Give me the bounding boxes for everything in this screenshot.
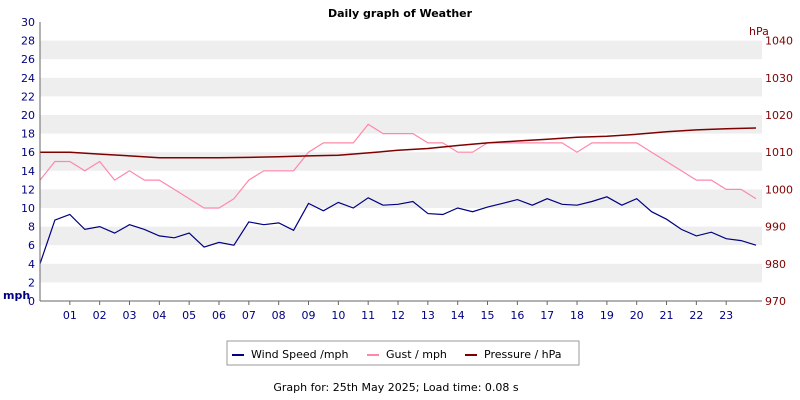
left-tick-label: 0: [28, 295, 35, 308]
x-axis-ticks: 01 02 03 04 05 06 07 08 09 10 11 12 13 14 15 16 17 18 19 20…: [63, 301, 733, 322]
x-tick-label: 01: [63, 309, 77, 322]
right-tick-label: 1000: [765, 183, 793, 196]
right-axis-label: hPa: [749, 25, 769, 38]
left-tick-label: 22: [21, 90, 35, 103]
left-axis-label: mph: [3, 289, 30, 302]
left-tick-label: 26: [21, 53, 35, 66]
grid-band: [40, 40, 762, 60]
x-tick-label: 11: [361, 309, 375, 322]
x-tick-label: 15: [481, 309, 495, 322]
left-tick-label: 20: [21, 109, 35, 122]
left-tick-label: 6: [28, 239, 35, 252]
chart-title: Daily graph of Weather: [328, 7, 473, 20]
x-tick-label: 08: [272, 309, 286, 322]
legend-box: [226, 340, 580, 366]
left-tick-label: 18: [21, 128, 35, 141]
wind-speed-line: [39, 196, 757, 264]
left-tick-label: 2: [28, 276, 35, 289]
x-tick-label: 10: [331, 309, 345, 322]
left-tick-label: 4: [28, 258, 35, 271]
x-tick-label: 18: [570, 309, 584, 322]
right-tick-label: 1020: [765, 109, 793, 122]
x-tick-label: 13: [421, 309, 435, 322]
left-tick-label: 14: [21, 165, 35, 178]
legend-label-gust: Gust / mph: [386, 348, 447, 361]
x-tick-label: 19: [600, 309, 614, 322]
x-tick-label: 21: [660, 309, 674, 322]
x-tick-label: 20: [630, 309, 644, 322]
left-tick-label: 28: [21, 35, 35, 48]
right-tick-label: 970: [765, 295, 786, 308]
x-tick-label: 04: [152, 309, 166, 322]
footer-text: Graph for: 25th May 2025; Load time: 0.0…: [273, 381, 519, 394]
right-tick-label: 1030: [765, 72, 793, 85]
left-tick-label: 10: [21, 202, 35, 215]
legend: Wind Speed /mph Gust / mph Pressure / hP…: [226, 340, 580, 366]
right-tick-label: 1010: [765, 146, 793, 159]
x-tick-label: 09: [302, 309, 316, 322]
right-tick-label: 990: [765, 221, 786, 234]
pressure-line: [40, 127, 757, 159]
x-tick-label: 17: [540, 309, 554, 322]
grid-band: [40, 226, 762, 246]
grid-band: [40, 77, 762, 97]
plot-background-bands: [40, 22, 762, 301]
x-tick-label: 07: [242, 309, 256, 322]
grid-band: [40, 152, 762, 171]
plot-series: [39, 123, 757, 264]
left-tick-label: 16: [21, 146, 35, 159]
x-tick-label: 02: [93, 309, 107, 322]
x-tick-label: 03: [123, 309, 137, 322]
x-tick-label: 23: [719, 309, 733, 322]
x-tick-label: 12: [391, 309, 405, 322]
x-tick-label: 16: [510, 309, 524, 322]
legend-label-pressure: Pressure / hPa: [484, 348, 562, 361]
left-tick-label: 12: [21, 183, 35, 196]
legend-label-wind: Wind Speed /mph: [251, 348, 349, 361]
right-tick-label: 980: [765, 258, 786, 271]
right-axis-ticks: 970 980 990 1000 1010 1020 1030 1040: [765, 35, 793, 308]
grid-band: [40, 189, 762, 208]
x-tick-label: 22: [689, 309, 703, 322]
left-tick-label: 30: [21, 16, 35, 29]
x-tick-label: 05: [182, 309, 196, 322]
x-tick-label: 06: [212, 309, 226, 322]
left-tick-label: 8: [28, 221, 35, 234]
x-tick-label: 14: [451, 309, 465, 322]
gust-line: [39, 123, 757, 209]
grid-band: [40, 263, 762, 283]
grid-band: [40, 115, 762, 134]
right-tick-label: 1040: [765, 35, 793, 48]
left-tick-label: 24: [21, 72, 35, 85]
